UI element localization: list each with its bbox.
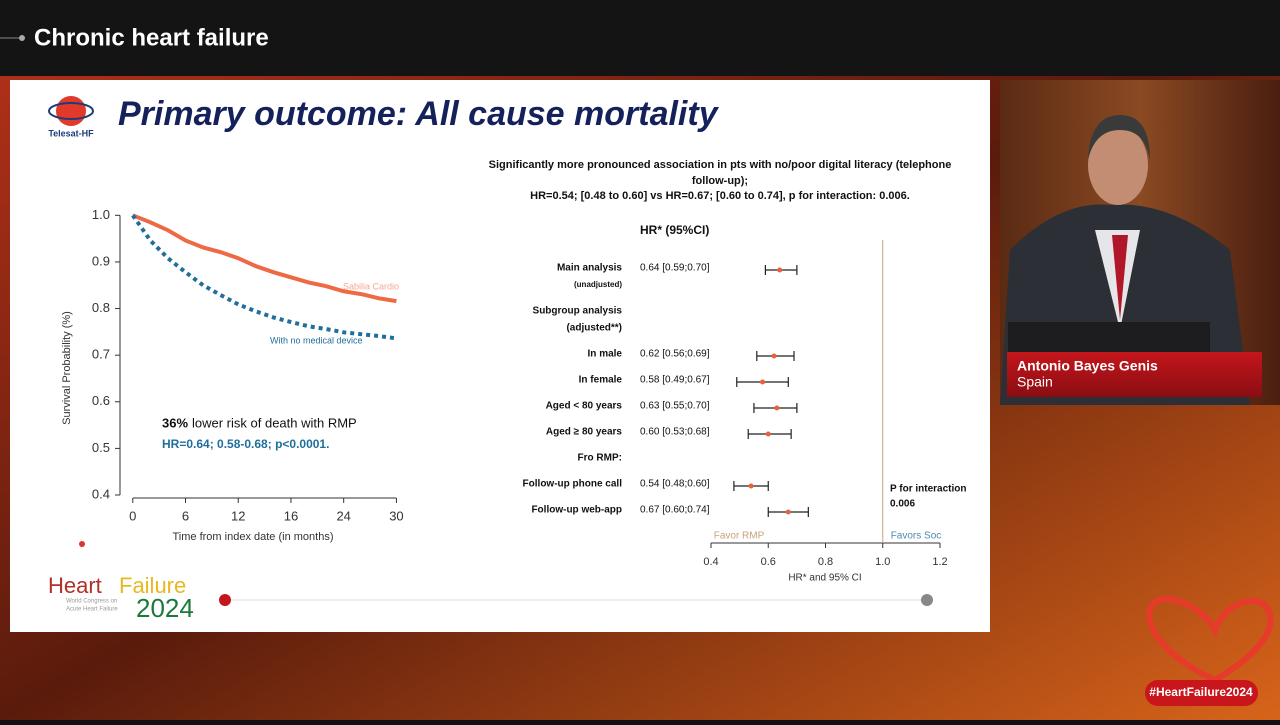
row-label: Fro RMP: bbox=[578, 453, 622, 464]
brand-heart: Heart bbox=[48, 573, 102, 598]
value-label: 0.63 [0.55;0.70] bbox=[640, 401, 710, 412]
value-label: 0.62 [0.56;0.69] bbox=[640, 349, 710, 360]
x-tick-label: 30 bbox=[389, 508, 403, 523]
series-label: Sabilia Cardio bbox=[343, 281, 399, 291]
x-tick-label: 1.2 bbox=[932, 556, 947, 568]
pointer-dot bbox=[79, 541, 85, 547]
x-tick-label: 12 bbox=[231, 508, 245, 523]
row-sublabel: (unadjusted) bbox=[574, 280, 622, 289]
point-estimate bbox=[777, 267, 783, 273]
row-label: Follow-up web-app bbox=[531, 505, 622, 516]
row-label: In female bbox=[579, 375, 623, 386]
forest-subtitle: Significantly more pronounced associatio… bbox=[488, 159, 952, 187]
y-tick-label: 0.6 bbox=[92, 393, 110, 408]
value-label: 0.60 [0.53;0.68] bbox=[640, 427, 710, 438]
point-estimate bbox=[748, 483, 754, 489]
value-label: 0.58 [0.49;0.67] bbox=[640, 375, 710, 386]
point-estimate bbox=[774, 405, 780, 411]
row-sublabel: (adjusted**) bbox=[566, 323, 622, 334]
value-label: 0.64 [0.59;0.70] bbox=[640, 263, 710, 274]
speaker-head bbox=[1088, 125, 1148, 205]
annotation-favor-rmp: Favor RMP bbox=[714, 531, 765, 542]
point-estimate bbox=[771, 353, 777, 359]
slide-logo-mark bbox=[56, 96, 86, 126]
progress-end bbox=[921, 594, 933, 606]
forest-title: HR* (95%CI) bbox=[640, 223, 709, 237]
progress-start bbox=[219, 594, 231, 606]
slide-logo-text: Telesat-HF bbox=[48, 128, 94, 138]
name-banner bbox=[1007, 352, 1262, 397]
row-label: Subgroup analysis bbox=[533, 306, 623, 317]
brand-tagline-1: World Congress on bbox=[66, 599, 117, 605]
value-label: 0.67 [0.60;0.74] bbox=[640, 505, 710, 516]
brand-tagline-2: Acute Heart Failure bbox=[66, 607, 118, 613]
annotation-favor-soc: Favors Soc bbox=[891, 531, 942, 542]
y-tick-label: 0.9 bbox=[92, 253, 110, 268]
x-axis-label: HR* and 95% CI bbox=[788, 573, 861, 584]
series-label: With no medical device bbox=[270, 335, 363, 345]
slide-title: Primary outcome: All cause mortality bbox=[118, 95, 720, 133]
speaker-country: Spain bbox=[1017, 374, 1053, 390]
y-tick-label: 0.8 bbox=[92, 300, 110, 315]
y-tick-label: 0.4 bbox=[92, 486, 110, 501]
survival-line bbox=[132, 213, 397, 304]
x-tick-label: 16 bbox=[284, 508, 298, 523]
annotation-bold: 36% bbox=[162, 415, 188, 430]
point-estimate bbox=[785, 509, 791, 515]
annotation-p-value: 0.006 bbox=[890, 499, 915, 510]
y-axis-label: Survival Probability (%) bbox=[61, 311, 73, 425]
x-tick-label: 1.0 bbox=[875, 556, 890, 568]
subtitle-box: Significantly more pronounced associatio… bbox=[488, 159, 952, 187]
y-tick-label: 1.0 bbox=[92, 207, 110, 222]
x-axis-label: Time from index date (in months) bbox=[173, 531, 334, 543]
forest-subtitle-2: HR=0.54; [0.48 to 0.60] vs HR=0.67; [0.6… bbox=[530, 190, 910, 202]
annotation-p: P for interaction bbox=[890, 484, 967, 495]
speaker-hair bbox=[1088, 115, 1150, 160]
value-label: 0.54 [0.48;0.60] bbox=[640, 479, 710, 490]
annotation: lower risk of death with RMP bbox=[192, 415, 357, 430]
row-label: Aged < 80 years bbox=[546, 401, 623, 412]
point-estimate bbox=[760, 379, 766, 385]
header-title: Chronic heart failure bbox=[34, 24, 269, 51]
point-estimate bbox=[765, 431, 771, 437]
row-label: Aged ≥ 80 years bbox=[546, 427, 623, 438]
brand-failure: Failure bbox=[119, 573, 186, 598]
slide bbox=[10, 80, 990, 632]
speaker-name: Antonio Bayes Genis bbox=[1017, 358, 1158, 374]
x-tick-label: 0.6 bbox=[761, 556, 776, 568]
annotation-hr: HR=0.64; 0.58-0.68; p<0.0001. bbox=[162, 437, 329, 451]
x-tick-label: 0.8 bbox=[818, 556, 833, 568]
header-bar bbox=[0, 0, 1280, 76]
lectern bbox=[1008, 322, 1210, 352]
row-label: Main analysis bbox=[557, 263, 622, 274]
hashtag: #HeartFailure2024 bbox=[1149, 685, 1253, 699]
row-label: In male bbox=[588, 349, 623, 360]
x-tick-label: 24 bbox=[336, 508, 350, 523]
x-tick-label: 0 bbox=[129, 508, 136, 523]
survival-line bbox=[131, 214, 397, 341]
row-label: Follow-up phone call bbox=[523, 479, 623, 490]
y-tick-label: 0.5 bbox=[92, 440, 110, 455]
speaker-tie bbox=[1112, 235, 1128, 320]
slide-logo-orbit bbox=[48, 102, 94, 120]
heart-logo bbox=[1146, 595, 1274, 684]
brand-year: 2024 bbox=[136, 593, 194, 623]
y-tick-label: 0.7 bbox=[92, 347, 110, 362]
header-dot bbox=[19, 35, 25, 41]
x-tick-label: 6 bbox=[182, 508, 189, 523]
hashtag-pill bbox=[1145, 680, 1258, 706]
x-tick-label: 0.4 bbox=[703, 556, 718, 568]
